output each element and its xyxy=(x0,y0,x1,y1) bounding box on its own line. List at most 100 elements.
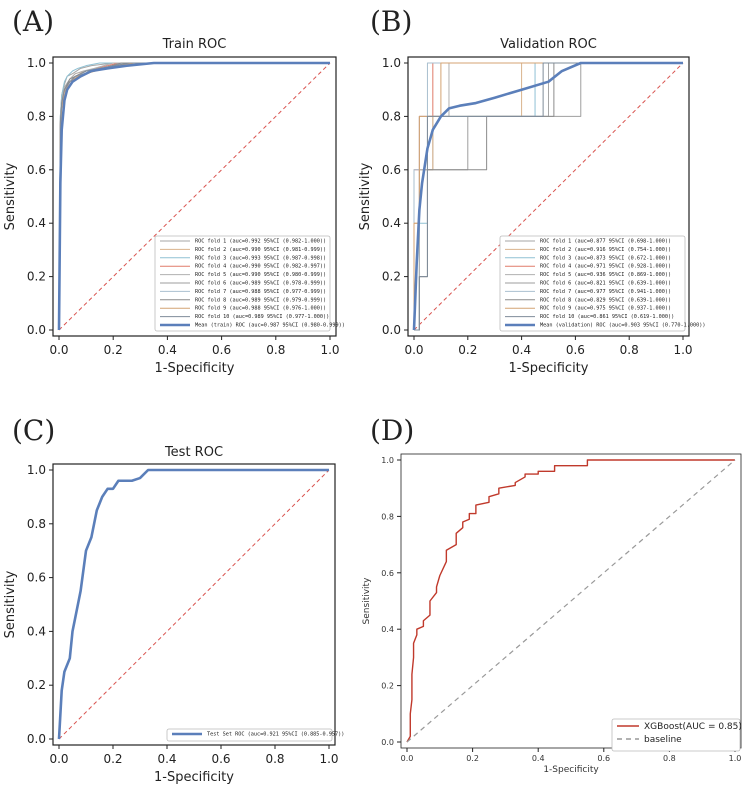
x-axis-label: 1-Specificity xyxy=(509,361,589,376)
legend-entry: ROC fold 7 (auc=0.988 95%CI (0.977-0.999… xyxy=(195,289,326,295)
legend: ROC fold 1 (auc=0.992 95%CI (0.982-1.000… xyxy=(154,235,345,332)
y-tick-label: 0.8 xyxy=(27,517,46,531)
chance-diagonal-line xyxy=(58,469,330,740)
legend-entry: ROC fold 4 (auc=0.971 95%CI (0.928-1.000… xyxy=(540,264,671,270)
legend-entry: ROC fold 5 (auc=0.936 95%CI (0.869-1.000… xyxy=(540,272,671,278)
x-tick-label: 0.2 xyxy=(458,343,477,357)
x-tick-label: 0.6 xyxy=(597,754,610,763)
y-tick-label: 0.0 xyxy=(381,738,394,747)
legend-entry: Mean (train) ROC (auc=0.987 95%CI (0.980… xyxy=(195,323,345,329)
x-tick-label: 0.6 xyxy=(211,752,230,766)
y-tick-label: 0.6 xyxy=(382,163,401,177)
y-tick-label: 0.6 xyxy=(381,569,394,578)
chart-title: Train ROC xyxy=(162,37,227,52)
x-tick-label: 0.2 xyxy=(103,752,122,766)
legend: XGBoost(AUC = 0.85) baseline xyxy=(611,718,742,752)
y-tick-label: 0.2 xyxy=(381,682,394,691)
x-tick-label: 0.6 xyxy=(212,343,231,357)
plot-frame xyxy=(407,56,690,337)
y-tick-label: 0.4 xyxy=(381,625,394,634)
x-tick-label: 0.0 xyxy=(49,752,68,766)
panel-label-a: (A) xyxy=(12,5,54,38)
y-tick-label: 0.6 xyxy=(27,163,46,177)
legend-entry: Test Set ROC (auc=0.921 95%CI (0.885-0.9… xyxy=(207,732,344,738)
y-tick-label: 0.0 xyxy=(27,732,46,746)
x-tick-label: 0.4 xyxy=(157,752,176,766)
y-axis-label: Sensitivity xyxy=(3,570,18,638)
chart-test-roc: Test ROC 0.0 0.2 0.4 0.6 0.8 1.0 0.0 0.2 0.4 0.6 0.… xyxy=(3,445,344,785)
y-tick-label: 1.0 xyxy=(382,56,401,70)
panel-label-b: (B) xyxy=(370,5,412,38)
x-tick-label: 0.8 xyxy=(620,343,639,357)
y-tick-label: 0.4 xyxy=(27,216,46,230)
series-line-b-8 xyxy=(413,62,683,330)
series-line-d-1 xyxy=(406,459,736,743)
y-tick-label: 1.0 xyxy=(27,463,46,477)
series-line-a-9 xyxy=(58,62,330,331)
y-tick-label: 0.8 xyxy=(382,109,401,123)
y-tick-label: 1.0 xyxy=(27,56,46,70)
panel-label-d: (D) xyxy=(370,414,414,447)
legend: ROC fold 1 (auc=0.877 95%CI (0.698-1.000… xyxy=(499,235,706,332)
plot-frame xyxy=(400,453,742,749)
legend-entry: ROC fold 10 (auc=0.861 95%CI (0.619-1.00… xyxy=(540,314,674,320)
x-tick-label: 1.0 xyxy=(319,752,338,766)
y-axis-label: Sensitivity xyxy=(358,162,373,230)
x-tick-label: 0.0 xyxy=(404,343,423,357)
series-line-a-10 xyxy=(57,61,330,331)
x-axis-label: 1-Specificity xyxy=(543,765,599,775)
legend: Test Set ROC (auc=0.921 95%CI (0.885-0.9… xyxy=(166,728,344,742)
y-tick-label: 0.0 xyxy=(27,323,46,337)
plot-frame xyxy=(52,56,337,337)
y-tick-label: 0.8 xyxy=(27,109,46,123)
chart-title: Validation ROC xyxy=(500,37,597,52)
y-tick-label: 1.0 xyxy=(381,456,394,465)
y-tick-label: 0.4 xyxy=(27,624,46,638)
y-tick-label: 0.8 xyxy=(381,512,394,521)
x-tick-label: 0.0 xyxy=(49,343,68,357)
legend-box xyxy=(154,235,331,332)
legend-entry: ROC fold 2 (auc=0.916 95%CI (0.754-1.000… xyxy=(540,247,671,253)
x-tick-label: 0.0 xyxy=(401,754,414,763)
legend-entry: ROC fold 8 (auc=0.829 95%CI (0.639-1.000… xyxy=(540,297,671,303)
legend-entry: ROC fold 1 (auc=0.992 95%CI (0.982-1.000… xyxy=(195,239,326,245)
legend-entry: ROC fold 9 (auc=0.988 95%CI (0.976-1.000… xyxy=(195,306,326,312)
chart-train-roc: Train ROC 0.0 0.2 0.4 0.6 0.8 1.0 0.0 0.2 0.4 0.6 0… xyxy=(3,37,345,376)
y-tick-label: 0.6 xyxy=(27,571,46,585)
y-tick-label: 0.2 xyxy=(27,270,46,284)
legend-entry: ROC fold 3 (auc=0.873 95%CI (0.672-1.000… xyxy=(540,255,671,261)
legend-entry: ROC fold 7 (auc=0.977 95%CI (0.941-1.000… xyxy=(540,289,671,295)
y-tick-label: 0.2 xyxy=(27,678,46,692)
plot-frame xyxy=(52,463,336,746)
chance-diagonal-line xyxy=(58,62,331,331)
chance-diagonal-line xyxy=(413,62,684,331)
x-tick-label: 0.6 xyxy=(566,343,585,357)
series-line-b-9 xyxy=(414,62,683,331)
y-axis-label: Sensitivity xyxy=(362,577,372,625)
x-tick-label: 0.2 xyxy=(466,754,479,763)
series-line-d-0 xyxy=(406,459,735,743)
y-tick-label: 0.0 xyxy=(382,323,401,337)
legend-entry: ROC fold 5 (auc=0.990 95%CI (0.980-0.999… xyxy=(195,272,326,278)
chart-xgboost-roc: 0.0 0.2 0.4 0.6 0.8 1.0 0.0 0.2 0.4 0.6 0.8 1.0 1-Sp… xyxy=(362,453,742,775)
legend-entry: XGBoost(AUC = 0.85) xyxy=(644,722,742,732)
y-tick-label: 0.4 xyxy=(382,216,401,230)
chart-title: Test ROC xyxy=(164,445,223,460)
legend-entry: ROC fold 4 (auc=0.990 95%CI (0.982-0.997… xyxy=(195,264,326,270)
legend-entry: Mean (validation) ROC (auc=0.903 95%CI (… xyxy=(540,323,706,329)
legend-entry: ROC fold 8 (auc=0.989 95%CI (0.979-0.999… xyxy=(195,297,326,303)
x-tick-label: 0.8 xyxy=(265,752,284,766)
legend-entry: ROC fold 2 (auc=0.990 95%CI (0.981-0.999… xyxy=(195,247,326,253)
x-tick-label: 1.0 xyxy=(320,343,339,357)
legend-entry: ROC fold 6 (auc=0.989 95%CI (0.978-0.999… xyxy=(195,281,326,287)
legend-entry: baseline xyxy=(644,735,682,745)
legend-box xyxy=(611,718,741,752)
series-line-b-10 xyxy=(412,61,683,331)
legend-entry: ROC fold 3 (auc=0.993 95%CI (0.987-0.998… xyxy=(195,255,326,261)
x-tick-label: 0.8 xyxy=(266,343,285,357)
x-axis-label: 1-Specificity xyxy=(155,361,235,376)
legend-box xyxy=(166,728,333,742)
x-axis-label: 1-Specificity xyxy=(154,770,234,785)
x-tick-label: 1.0 xyxy=(673,343,692,357)
